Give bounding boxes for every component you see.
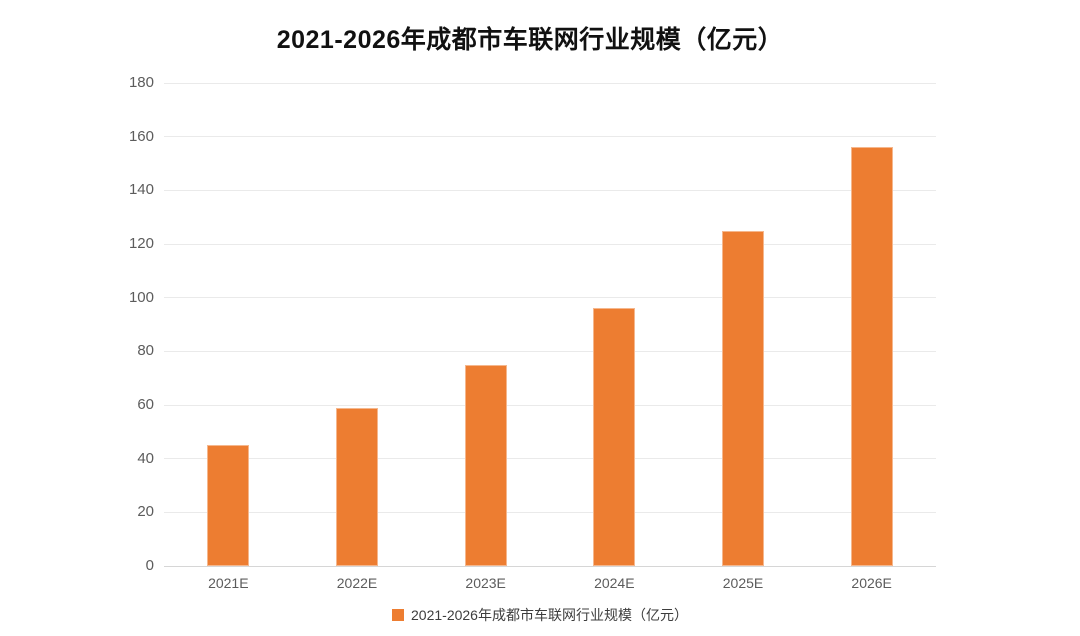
gridline [164,458,936,460]
x-axis-tick-label: 2024E [594,575,635,591]
gridline [164,243,936,245]
chart-title: 2021-2026年成都市车联网行业规模（亿元） [276,26,784,54]
y-axis-tick-label: 0 [145,557,154,574]
gridline [164,82,936,84]
plot-area: 0 20 40 60 80 100 120 140 160 180 2021E 2022E 2023E 2… [129,75,936,591]
gridline [164,136,936,138]
legend-label: 2021-2026年成都市车联网行业规模（亿元） [411,607,688,623]
bar-2024E [593,308,636,566]
legend-marker-icon [392,609,405,621]
x-axis-tick-label: 2021E [208,575,249,591]
x-axis-tick-label: 2022E [336,575,378,591]
gridline [164,297,936,299]
x-axis-tick-label: 2026E [851,575,892,591]
gridline [164,404,936,406]
y-axis-tick-label: 80 [137,342,154,360]
y-axis-tick-label: 40 [137,449,154,467]
gridline [164,350,936,352]
bar-2021E [207,445,250,566]
x-axis-tick-label: 2025E [722,575,764,591]
y-axis-tick-label: 60 [137,396,154,413]
x-axis-tick-label: 2023E [465,575,506,591]
y-axis-tick-label: 180 [128,74,154,91]
bar-2022E [336,407,378,566]
gridline [164,511,936,513]
bar-2025E [722,230,764,566]
bar-2026E [850,147,893,566]
x-axis-line [164,565,936,567]
y-axis-tick-label: 160 [128,127,154,145]
gridline [164,189,936,191]
y-axis-tick-label: 100 [128,288,154,306]
y-axis-tick-label: 120 [128,235,154,252]
y-axis-tick-label: 140 [128,181,154,199]
y-axis-tick-label: 20 [137,503,154,521]
bar-2023E [464,364,507,566]
legend: 2021-2026年成都市车联网行业规模（亿元） [0,605,1080,625]
